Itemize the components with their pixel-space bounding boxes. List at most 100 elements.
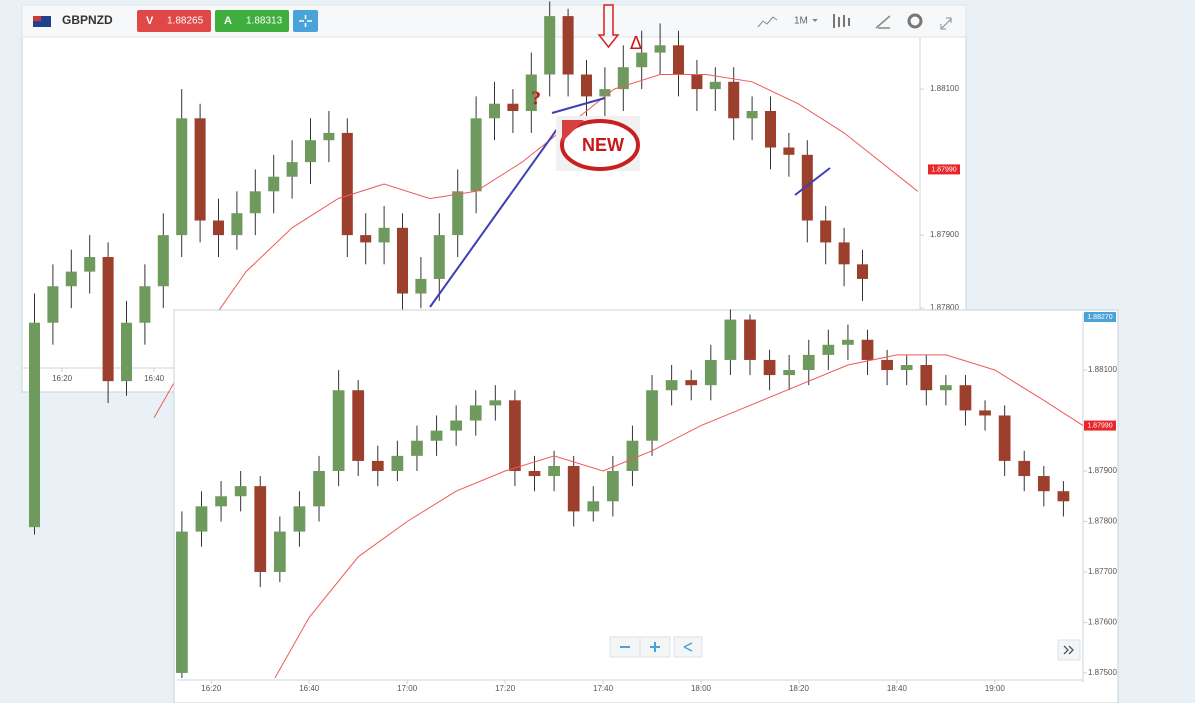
y-tick-label: 1.87900 xyxy=(930,230,959,239)
candle-body xyxy=(801,154,813,221)
candle-body xyxy=(744,319,756,360)
x-tick-label: 17:40 xyxy=(593,684,614,693)
candle-body xyxy=(231,213,243,236)
candle-body xyxy=(685,380,698,386)
crosshair-button[interactable] xyxy=(293,10,318,32)
y-tick-label: 1.87800 xyxy=(1088,517,1117,526)
candle-body xyxy=(391,455,404,472)
candle-body xyxy=(709,81,721,90)
x-tick-label: 17:00 xyxy=(397,684,418,693)
candle-body xyxy=(920,364,933,391)
candle-body xyxy=(599,89,611,97)
dropdown-icon xyxy=(812,19,818,22)
delta-mark: Δ xyxy=(630,33,643,54)
navigation xyxy=(609,636,1081,661)
candle-body xyxy=(304,140,317,163)
buy-button[interactable] xyxy=(215,10,289,32)
candle-body xyxy=(415,278,427,294)
candle-body xyxy=(378,227,390,243)
candle-body xyxy=(654,45,666,53)
candle-body xyxy=(352,390,365,461)
candle-body xyxy=(273,531,286,572)
candle-body xyxy=(176,118,188,236)
candle-body xyxy=(371,460,384,472)
badge-text: NEW xyxy=(582,135,624,155)
flag-icon xyxy=(33,16,51,27)
fullscreen-icon[interactable] xyxy=(940,17,952,30)
buy-price[interactable]: 1.88313 xyxy=(246,16,283,27)
y-tick-label: 1.88100 xyxy=(930,84,959,93)
settings-icon[interactable] xyxy=(907,13,923,29)
candle-body xyxy=(313,471,325,507)
candle-body xyxy=(606,471,619,502)
candle-body xyxy=(959,385,972,411)
candle-body xyxy=(249,191,261,214)
y-tick-label: 1.87500 xyxy=(1088,668,1117,677)
candle-body xyxy=(1057,491,1070,502)
candle-body xyxy=(544,16,556,75)
candle-body xyxy=(254,486,267,572)
candle-body xyxy=(979,410,991,416)
candle-body xyxy=(587,501,600,512)
candle-body xyxy=(120,322,133,382)
candle-body xyxy=(672,45,685,75)
candle-body xyxy=(507,103,519,112)
share-icon xyxy=(683,642,693,652)
candle-body xyxy=(525,74,537,112)
candle-body xyxy=(665,380,678,391)
candle-body xyxy=(509,400,521,472)
zoom-in-icon xyxy=(650,642,660,652)
chart-type-icon[interactable] xyxy=(757,16,778,28)
candle-body xyxy=(215,496,227,507)
candle-body xyxy=(939,385,952,391)
candle-body xyxy=(470,118,482,192)
symbol[interactable]: GBPNZD xyxy=(62,13,113,27)
moving-average xyxy=(153,74,919,418)
candle-body xyxy=(430,430,443,441)
candle-body xyxy=(842,339,854,345)
candle-body xyxy=(286,162,298,177)
candle-body xyxy=(646,390,658,441)
candle-body xyxy=(636,52,648,68)
price-tag-label: 1.87990 xyxy=(1087,422,1112,429)
candle-body xyxy=(900,364,913,371)
candle-body xyxy=(528,471,541,477)
candle-body xyxy=(802,354,815,371)
scroll-end-button[interactable] xyxy=(1057,639,1081,661)
candle-body xyxy=(489,400,502,406)
candle-body xyxy=(293,506,306,532)
candle-body xyxy=(433,235,445,279)
candle-body xyxy=(176,531,188,673)
candle-body xyxy=(65,271,77,287)
candle-body xyxy=(84,257,96,272)
candle-body xyxy=(728,81,740,119)
sell-label[interactable]: V xyxy=(146,15,154,27)
candle-body xyxy=(548,465,560,477)
x-tick-label: 17:20 xyxy=(495,684,516,693)
crosshair-icon xyxy=(299,15,312,27)
period[interactable]: 1M xyxy=(794,16,808,27)
sell-price[interactable]: 1.88265 xyxy=(167,16,204,27)
x-tick-label: 19:00 xyxy=(985,684,1006,693)
candle-body xyxy=(626,440,639,472)
question-mark: ? xyxy=(531,88,541,110)
trend-line xyxy=(429,97,831,308)
candle-body xyxy=(838,242,850,265)
draw-icon[interactable] xyxy=(875,15,891,29)
candle-body xyxy=(268,176,280,192)
candle-body xyxy=(998,415,1011,461)
moving-average xyxy=(274,354,1084,679)
candle-body xyxy=(746,111,758,119)
sell-button[interactable] xyxy=(137,10,211,32)
x-tick-label: 16:20 xyxy=(52,374,73,383)
candle-body xyxy=(704,359,717,386)
buy-label[interactable]: A xyxy=(224,15,232,27)
price-tag-label: 1.88270 xyxy=(1087,314,1112,321)
candle-body xyxy=(567,465,580,512)
share-button[interactable] xyxy=(673,636,703,658)
candles-icon[interactable] xyxy=(833,14,850,28)
candle-body xyxy=(341,132,353,236)
candle-body xyxy=(724,319,737,360)
candle-body xyxy=(469,405,482,421)
